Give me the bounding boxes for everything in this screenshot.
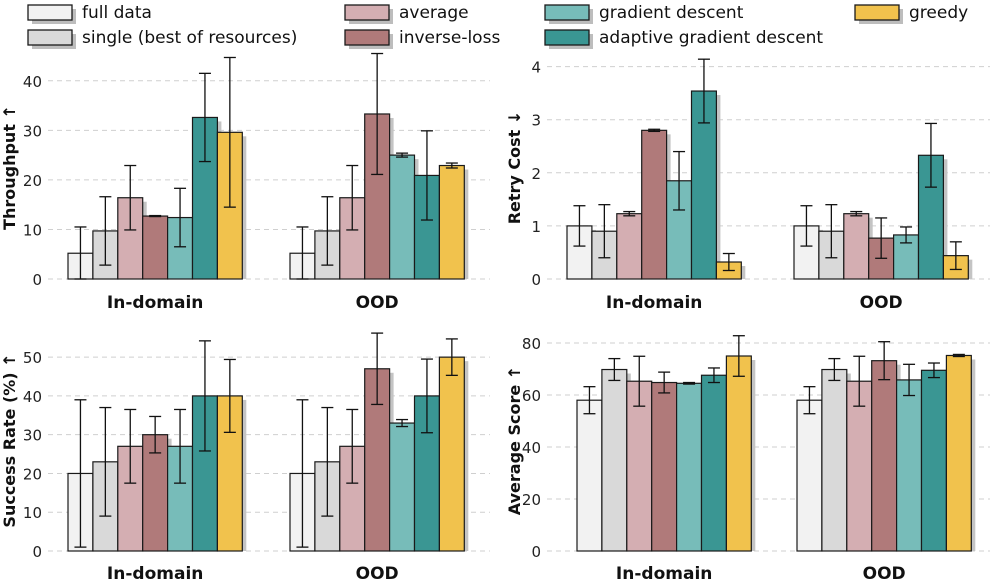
legend-label: full data <box>82 3 152 23</box>
y-axis-label: Success Rate (%) ↑ <box>0 353 19 527</box>
y-tick-label: 0 <box>32 543 42 561</box>
bar <box>601 368 628 552</box>
y-tick-label: 10 <box>23 221 42 239</box>
x-category-label: OOD <box>863 564 906 583</box>
y-tick-label: 40 <box>23 388 42 406</box>
y-tick-label: 30 <box>23 427 42 445</box>
x-category-label: OOD <box>356 293 399 313</box>
legend-swatch <box>27 4 73 21</box>
bar <box>690 90 717 280</box>
y-tick-label: 80 <box>522 335 541 353</box>
legend-label: inverse-loss <box>399 28 500 48</box>
bar <box>846 380 873 552</box>
bar <box>641 129 668 280</box>
legend-swatch <box>854 4 900 21</box>
x-category-label: In-domain <box>107 293 203 313</box>
bar <box>651 381 678 552</box>
bar <box>389 422 416 552</box>
legend-label: gradient descent <box>599 3 744 23</box>
y-axis-label: Throughput ↑ <box>0 105 19 230</box>
y-tick-label: 0 <box>32 271 42 289</box>
legend-label: greedy <box>909 3 968 23</box>
y-tick-label: 3 <box>531 112 541 130</box>
bar <box>626 380 653 552</box>
y-tick-label: 20 <box>23 465 42 483</box>
bar <box>920 369 947 552</box>
bar <box>576 399 603 552</box>
y-tick-label: 20 <box>23 172 42 190</box>
y-tick-label: 60 <box>522 387 541 405</box>
x-category-label: OOD <box>356 564 399 583</box>
y-tick-label: 1 <box>531 218 541 236</box>
bar <box>389 154 416 280</box>
x-category-label: In-domain <box>606 293 702 313</box>
bar <box>796 399 823 552</box>
bar <box>821 368 848 552</box>
bar <box>843 213 870 280</box>
y-tick-label: 50 <box>23 349 42 367</box>
legend-label: average <box>399 3 469 23</box>
y-axis-label: Average Score ↑ <box>505 366 524 515</box>
legend-label: single (best of resources) <box>82 28 297 48</box>
bar <box>438 164 465 280</box>
bar <box>675 382 703 552</box>
bar <box>895 379 923 552</box>
y-tick-label: 2 <box>531 165 541 183</box>
y-tick-label: 0 <box>531 271 541 289</box>
legend-swatch <box>344 29 390 46</box>
y-tick-label: 30 <box>23 122 42 140</box>
bar <box>438 356 465 552</box>
legend-swatch <box>544 4 590 21</box>
x-category-label: In-domain <box>616 564 712 583</box>
bar <box>142 434 169 552</box>
legend-swatch <box>544 29 590 46</box>
legend-label: adaptive gradient descent <box>599 28 823 48</box>
bar <box>142 215 169 280</box>
x-category-label: In-domain <box>107 564 203 583</box>
y-tick-label: 40 <box>23 73 42 91</box>
bar <box>725 355 752 552</box>
y-tick-label: 10 <box>23 504 42 522</box>
bar <box>616 213 643 280</box>
y-axis-label: Retry Cost ↓ <box>505 111 524 225</box>
bar <box>945 354 972 552</box>
y-tick-label: 20 <box>522 491 541 509</box>
legend-swatch <box>27 29 73 46</box>
bar <box>700 374 727 552</box>
y-tick-label: 0 <box>531 543 541 561</box>
y-tick-label: 4 <box>531 59 541 77</box>
legend-swatch <box>344 4 390 21</box>
y-tick-label: 40 <box>522 439 541 457</box>
bar <box>871 360 898 552</box>
x-category-label: OOD <box>860 293 903 313</box>
